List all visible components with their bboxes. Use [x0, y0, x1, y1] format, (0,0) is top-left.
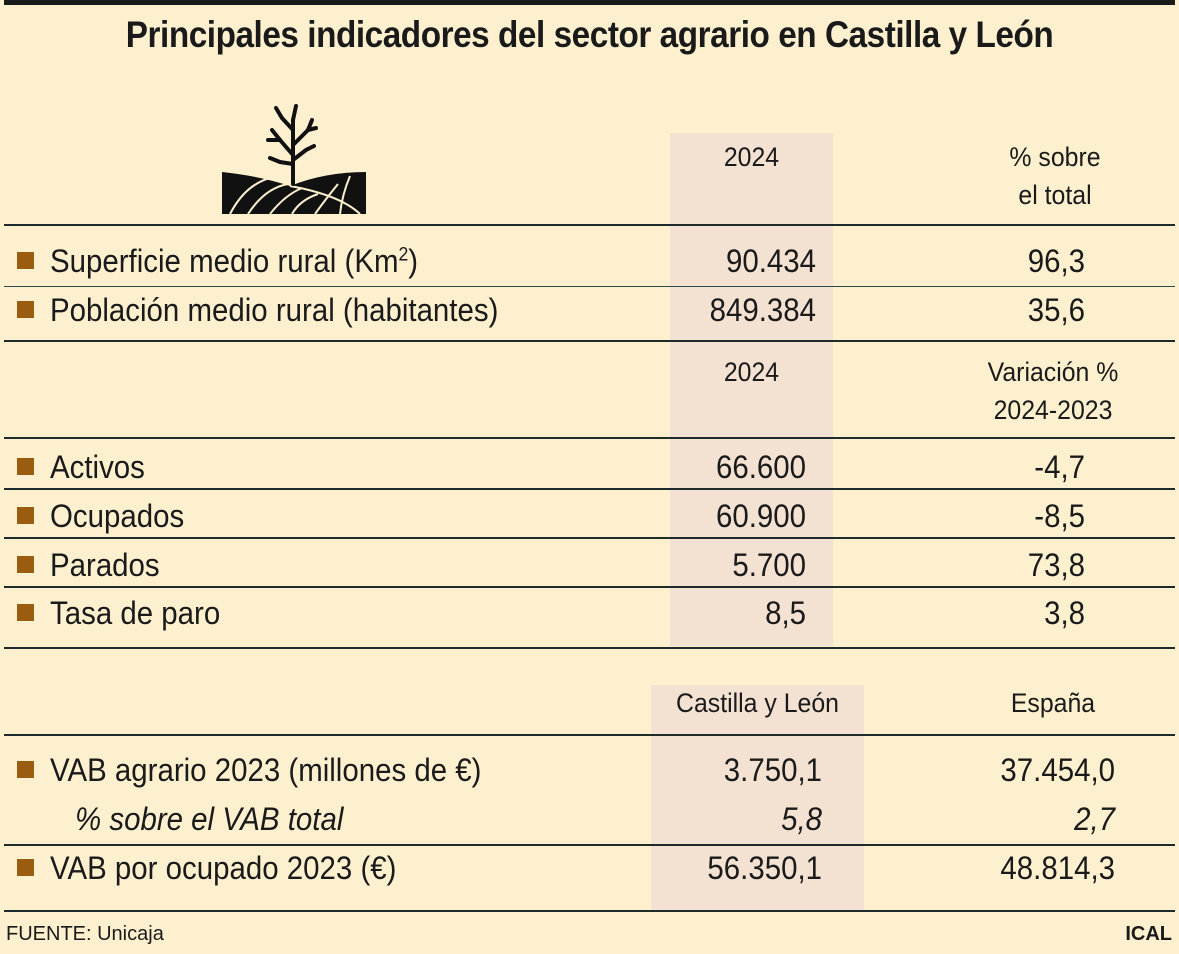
divider	[4, 586, 1175, 588]
source-note: FUENTE: Unicaja	[6, 923, 164, 945]
bullet-icon	[17, 458, 34, 475]
divider	[4, 286, 1175, 287]
divider	[4, 488, 1175, 490]
col2-header-line1: Variación %	[987, 357, 1119, 387]
row-label: VAB por ocupado 2023 (€)	[50, 850, 397, 886]
bullet-icon	[17, 252, 34, 269]
row-value-castilla: 5,8	[781, 801, 822, 837]
divider	[4, 340, 1175, 342]
row-value-variation: 73,8	[1027, 547, 1085, 583]
row-value-espana: 37.454,0	[1000, 752, 1115, 788]
row-value-espana: 48.814,3	[1000, 850, 1115, 886]
row-label: VAB agrario 2023 (millones de €)	[50, 752, 482, 788]
highlight-column-2024	[670, 133, 833, 646]
divider	[4, 224, 1175, 226]
row-value-2024: 8,5	[765, 595, 806, 631]
col2-header-line2: 2024-2023	[993, 395, 1113, 425]
divider	[4, 537, 1175, 539]
row-label: % sobre el VAB total	[75, 801, 344, 837]
bullet-icon	[17, 761, 34, 778]
row-value-2024: 90.434	[725, 243, 816, 279]
top-border	[4, 0, 1175, 5]
col2-header-espana: España	[1010, 688, 1096, 718]
row-label: Activos	[50, 449, 145, 485]
row-value-pct: 35,6	[1027, 292, 1085, 328]
row-label: Parados	[50, 547, 160, 583]
divider	[4, 734, 1175, 736]
row-value-espana: 2,7	[1074, 801, 1115, 837]
row-value-variation: 3,8	[1044, 595, 1085, 631]
row-value-pct: 96,3	[1027, 243, 1085, 279]
divider	[4, 437, 1175, 439]
col1-header-castilla: Castilla y León	[676, 688, 839, 718]
row-value-castilla: 3.750,1	[723, 752, 822, 788]
divider	[4, 647, 1175, 649]
col2-header-line1: % sobre	[1009, 142, 1101, 172]
row-value-2024: 5.700	[732, 547, 806, 583]
col2-header-line2: el total	[1018, 180, 1092, 210]
row-label: Superficie medio rural (Km2)	[50, 243, 419, 279]
row-value-2024: 60.900	[715, 498, 806, 534]
bullet-icon	[17, 604, 34, 621]
bullet-icon	[17, 507, 34, 524]
divider	[4, 910, 1175, 912]
row-label: Tasa de paro	[50, 595, 221, 631]
highlight-column-castilla	[651, 685, 864, 910]
bullet-icon	[17, 859, 34, 876]
row-label: Población medio rural (habitantes)	[50, 292, 499, 328]
page-title: Principales indicadores del sector agrar…	[125, 14, 1054, 55]
row-value-variation: -4,7	[1034, 449, 1085, 485]
row-value-2024: 66.600	[715, 449, 806, 485]
tree-field-icon	[222, 104, 366, 215]
row-value-variation: -8,5	[1034, 498, 1085, 534]
col1-header-2024: 2024	[723, 142, 780, 172]
brand-logo: ICAL	[1125, 923, 1172, 945]
row-label: Ocupados	[50, 498, 185, 534]
bullet-icon	[17, 556, 34, 573]
bullet-icon	[17, 301, 34, 318]
row-value-castilla: 56.350,1	[707, 850, 822, 886]
col1-header-2024: 2024	[723, 357, 780, 387]
divider	[4, 844, 1175, 846]
row-value-2024: 849.384	[709, 292, 816, 328]
